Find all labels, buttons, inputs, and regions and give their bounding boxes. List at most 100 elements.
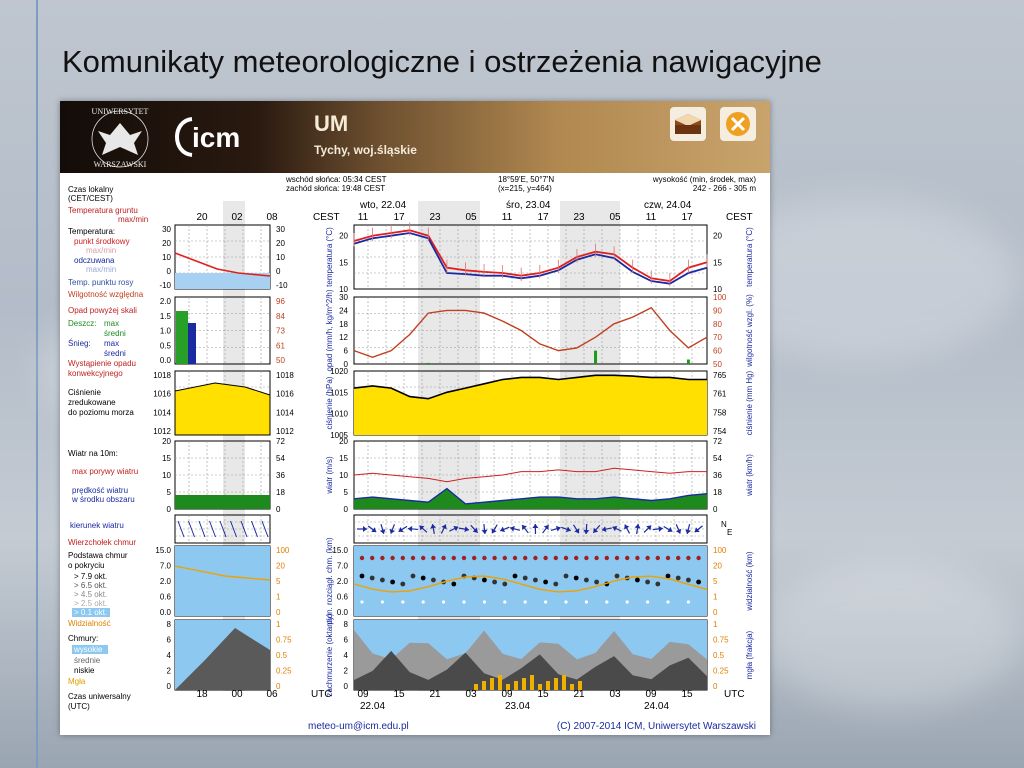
day-label-3: czw, 24.04 <box>644 200 692 211</box>
grid-text: (x=215, y=464) <box>498 184 552 193</box>
wind-arrow <box>561 526 571 533</box>
wind-arrow-head <box>481 529 488 534</box>
cloud-axis-label: 0.6 <box>337 593 349 602</box>
wind-arrow-head <box>389 528 396 534</box>
small-rh-label: 96 <box>276 297 285 306</box>
wind-arrow <box>407 525 419 532</box>
wind-arrow <box>440 524 447 534</box>
legend-felt: odczuwana <box>74 256 115 265</box>
wind-arrow-head <box>408 525 413 532</box>
cloud-top-dot <box>543 555 548 561</box>
legend-humidity: Wilgotność względna <box>68 290 144 299</box>
small-wind-axis-label: 5 <box>167 488 172 497</box>
pressure-axis-label: 1005 <box>330 431 348 440</box>
wind-arrow <box>634 523 641 535</box>
cloud-base-dot <box>451 581 457 587</box>
cloud-base-dot <box>655 581 661 587</box>
pressure-area <box>354 375 707 435</box>
pressure-line <box>353 374 707 400</box>
small-temp-axis-label: -10 <box>159 281 171 290</box>
wind-arrow <box>430 523 437 535</box>
top-tick-label: 17 <box>681 212 693 223</box>
fog-axis-label: 0.25 <box>713 667 729 676</box>
utc-day-1: 22.04 <box>360 701 385 712</box>
sky-area <box>354 546 707 616</box>
small-vis-axis-label: 0 <box>276 608 281 617</box>
cloud-top-dot <box>594 555 599 561</box>
axis-title-fog: mgła (frakcja) <box>745 630 754 679</box>
wind-arrow-head <box>675 528 682 534</box>
cloud-top-dot <box>451 555 456 561</box>
meteogram-window: UNIWERSYTET WARSZAWSKI icm UM Tychy, woj… <box>60 101 770 735</box>
small-fog-axis-label: 0.25 <box>276 667 292 676</box>
legend-snow-max: max <box>104 339 119 348</box>
cloud-low-dot <box>421 600 425 604</box>
small-vis-axis-label: 1 <box>276 593 281 602</box>
fog-bar <box>514 681 518 690</box>
axis-title-temperature-right: temperatura (°C) <box>745 227 754 287</box>
wind-arrow <box>583 523 590 535</box>
utc-label-left: UTC <box>311 689 332 700</box>
wind-arrow-head <box>658 525 663 532</box>
cloud-base-dot <box>675 575 681 581</box>
axis-title-coverage: zachmurzenie (oktanty) <box>325 613 334 696</box>
legend-pressure-2: zredukowane <box>68 398 116 407</box>
legend-local-time: Czas lokalny <box>68 185 113 194</box>
precip-axis-label: 18 <box>339 320 348 329</box>
small-pressure-label: 1014 <box>276 408 294 417</box>
cloud-base-dot <box>390 579 395 585</box>
wind-arrow <box>367 525 377 533</box>
rh-axis-label: 80 <box>713 320 722 329</box>
small-wind-arrow <box>261 520 269 538</box>
axis-title-wind: wiatr (m/s) <box>325 456 334 495</box>
small-wind-axis-label: 10 <box>162 471 171 480</box>
bottom-tick-label: 15 <box>537 689 549 700</box>
cloud-low-dot <box>380 600 384 604</box>
cloud-base-dot <box>522 575 528 581</box>
footer-email[interactable]: meteo-um@icm.edu.pl <box>308 721 409 732</box>
top-tick-label: 11 <box>646 212 657 223</box>
cloud-low-dot <box>482 600 486 604</box>
wind-arrow-head <box>667 526 673 533</box>
precip-bar <box>426 362 430 364</box>
wind-arrow <box>499 526 510 533</box>
axis-title-pressure: ciśnienie (hPa) <box>325 376 334 429</box>
legend-snow-mean: średni <box>104 349 126 358</box>
coverage-axis-label: 8 <box>344 620 349 629</box>
wind-arrow-head <box>532 524 539 529</box>
legend-high-swatch <box>72 645 108 654</box>
cloud-top-dot <box>696 555 701 561</box>
cloud-top-dot <box>390 555 395 561</box>
legend-temperature: Temperatura: <box>68 227 115 236</box>
day-label-1: wto, 22.04 <box>359 200 407 211</box>
small-precip-label: 2.0 <box>160 297 172 306</box>
coords-text: 18°59'E, 50°7'N <box>498 175 554 184</box>
cloud-axis-label: 15.0 <box>332 546 348 555</box>
close-button[interactable] <box>720 107 756 141</box>
wind-arrow <box>694 525 703 533</box>
wind-arrow <box>357 526 367 532</box>
cloud-low-dot <box>544 600 548 604</box>
small-wind-kmh-label: 0 <box>276 505 281 514</box>
cloud-base-dot <box>512 573 518 579</box>
fog-axis-label: 0 <box>713 682 718 691</box>
small-precip-label: 0.0 <box>160 356 172 365</box>
cloud-top-dot <box>431 555 436 561</box>
wind-arrow-head <box>419 525 425 531</box>
legend-pressure-1: Ciśnienie <box>68 388 101 397</box>
save-button[interactable] <box>670 107 706 141</box>
legend-clouds: Chmury: <box>68 634 98 643</box>
small-sky-area <box>175 546 270 616</box>
legend-wind-speed: prędkość wiatru <box>72 486 128 495</box>
small-coverage-axis-label: 8 <box>167 620 172 629</box>
main-bottom-time-axis: 09 15 21 03 09 15 21 03 09 15 <box>357 689 693 700</box>
cloud-top-dot <box>574 555 579 561</box>
cloud-top-dot <box>523 555 528 561</box>
cloud-base-dot <box>492 579 497 585</box>
university-crest-logo: UNIWERSYTET WARSZAWSKI <box>92 107 149 169</box>
temp-axis-label: 10 <box>713 285 722 294</box>
fog-bar <box>530 675 534 690</box>
small-temp-axis-label: 10 <box>162 253 171 262</box>
wind-arrow-head <box>555 525 561 532</box>
fog-bar <box>474 684 478 690</box>
